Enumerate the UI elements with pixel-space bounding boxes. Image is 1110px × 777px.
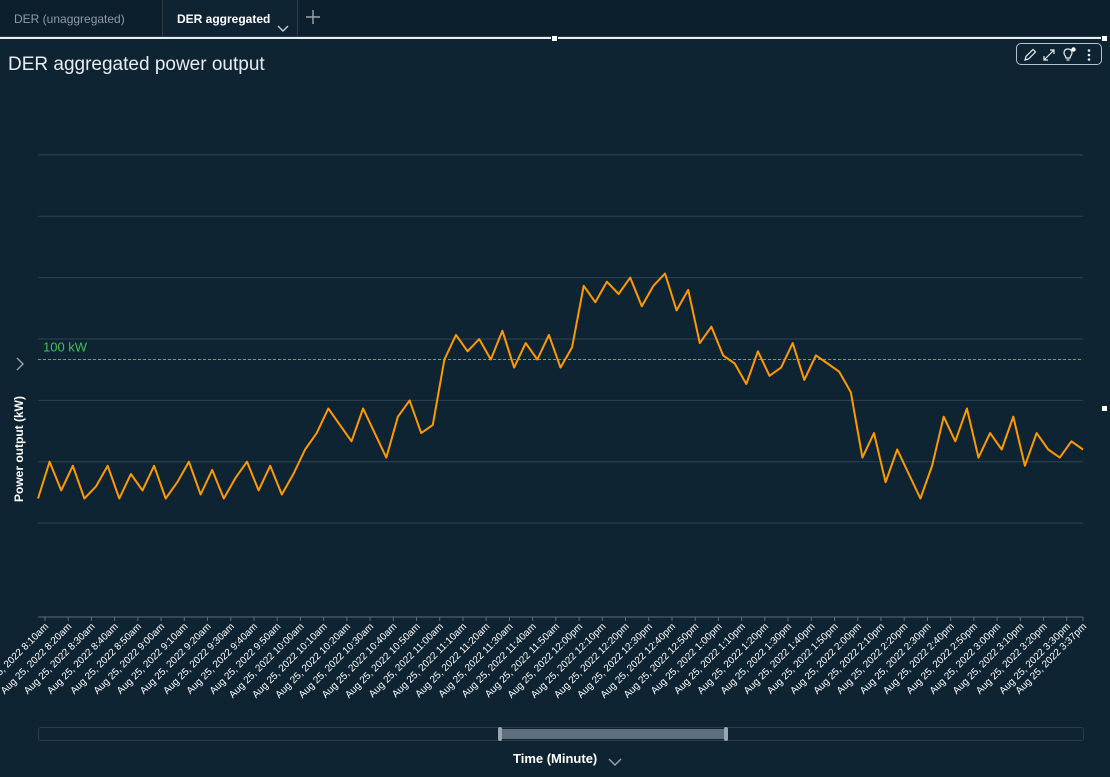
scrollbar-grip-left[interactable] (498, 727, 502, 741)
chevron-down-icon[interactable] (276, 12, 290, 50)
resize-handle[interactable] (1101, 35, 1108, 42)
plus-icon[interactable] (304, 8, 322, 31)
reference-line-label: 100 kW (43, 339, 88, 354)
pencil-icon[interactable] (1022, 47, 1038, 63)
expand-icon[interactable] (1041, 47, 1057, 63)
chevron-down-icon[interactable] (607, 755, 623, 773)
resize-handle[interactable] (1101, 405, 1108, 412)
time-range-scrollbar[interactable] (38, 727, 1084, 741)
x-tick-label: Aug 25, 2022 3:37pm (1014, 621, 1089, 696)
visual-card[interactable]: DER aggregated power output Power output… (0, 35, 1108, 775)
chevron-right-icon[interactable] (14, 355, 26, 378)
series-line[interactable] (37, 272, 1084, 500)
tab-label: DER aggregated (177, 12, 271, 26)
tab-bar: DER (unaggregated) DER aggregated (0, 0, 1110, 37)
scrollbar-thumb[interactable] (498, 727, 728, 741)
tab-der-aggregated[interactable]: DER aggregated (162, 0, 298, 36)
x-axis-label: Time (Minute) (513, 751, 598, 766)
tab-der-unaggregated[interactable]: DER (unaggregated) (0, 0, 160, 36)
resize-handle[interactable] (551, 35, 558, 42)
more-options-icon[interactable] (1081, 47, 1097, 63)
chart-title: DER aggregated power output (8, 54, 265, 75)
tab-label: DER (unaggregated) (14, 12, 125, 26)
scrollbar-grip-right[interactable] (724, 727, 728, 741)
lightbulb-icon[interactable] (1060, 47, 1076, 63)
visual-toolbar (1016, 43, 1102, 65)
